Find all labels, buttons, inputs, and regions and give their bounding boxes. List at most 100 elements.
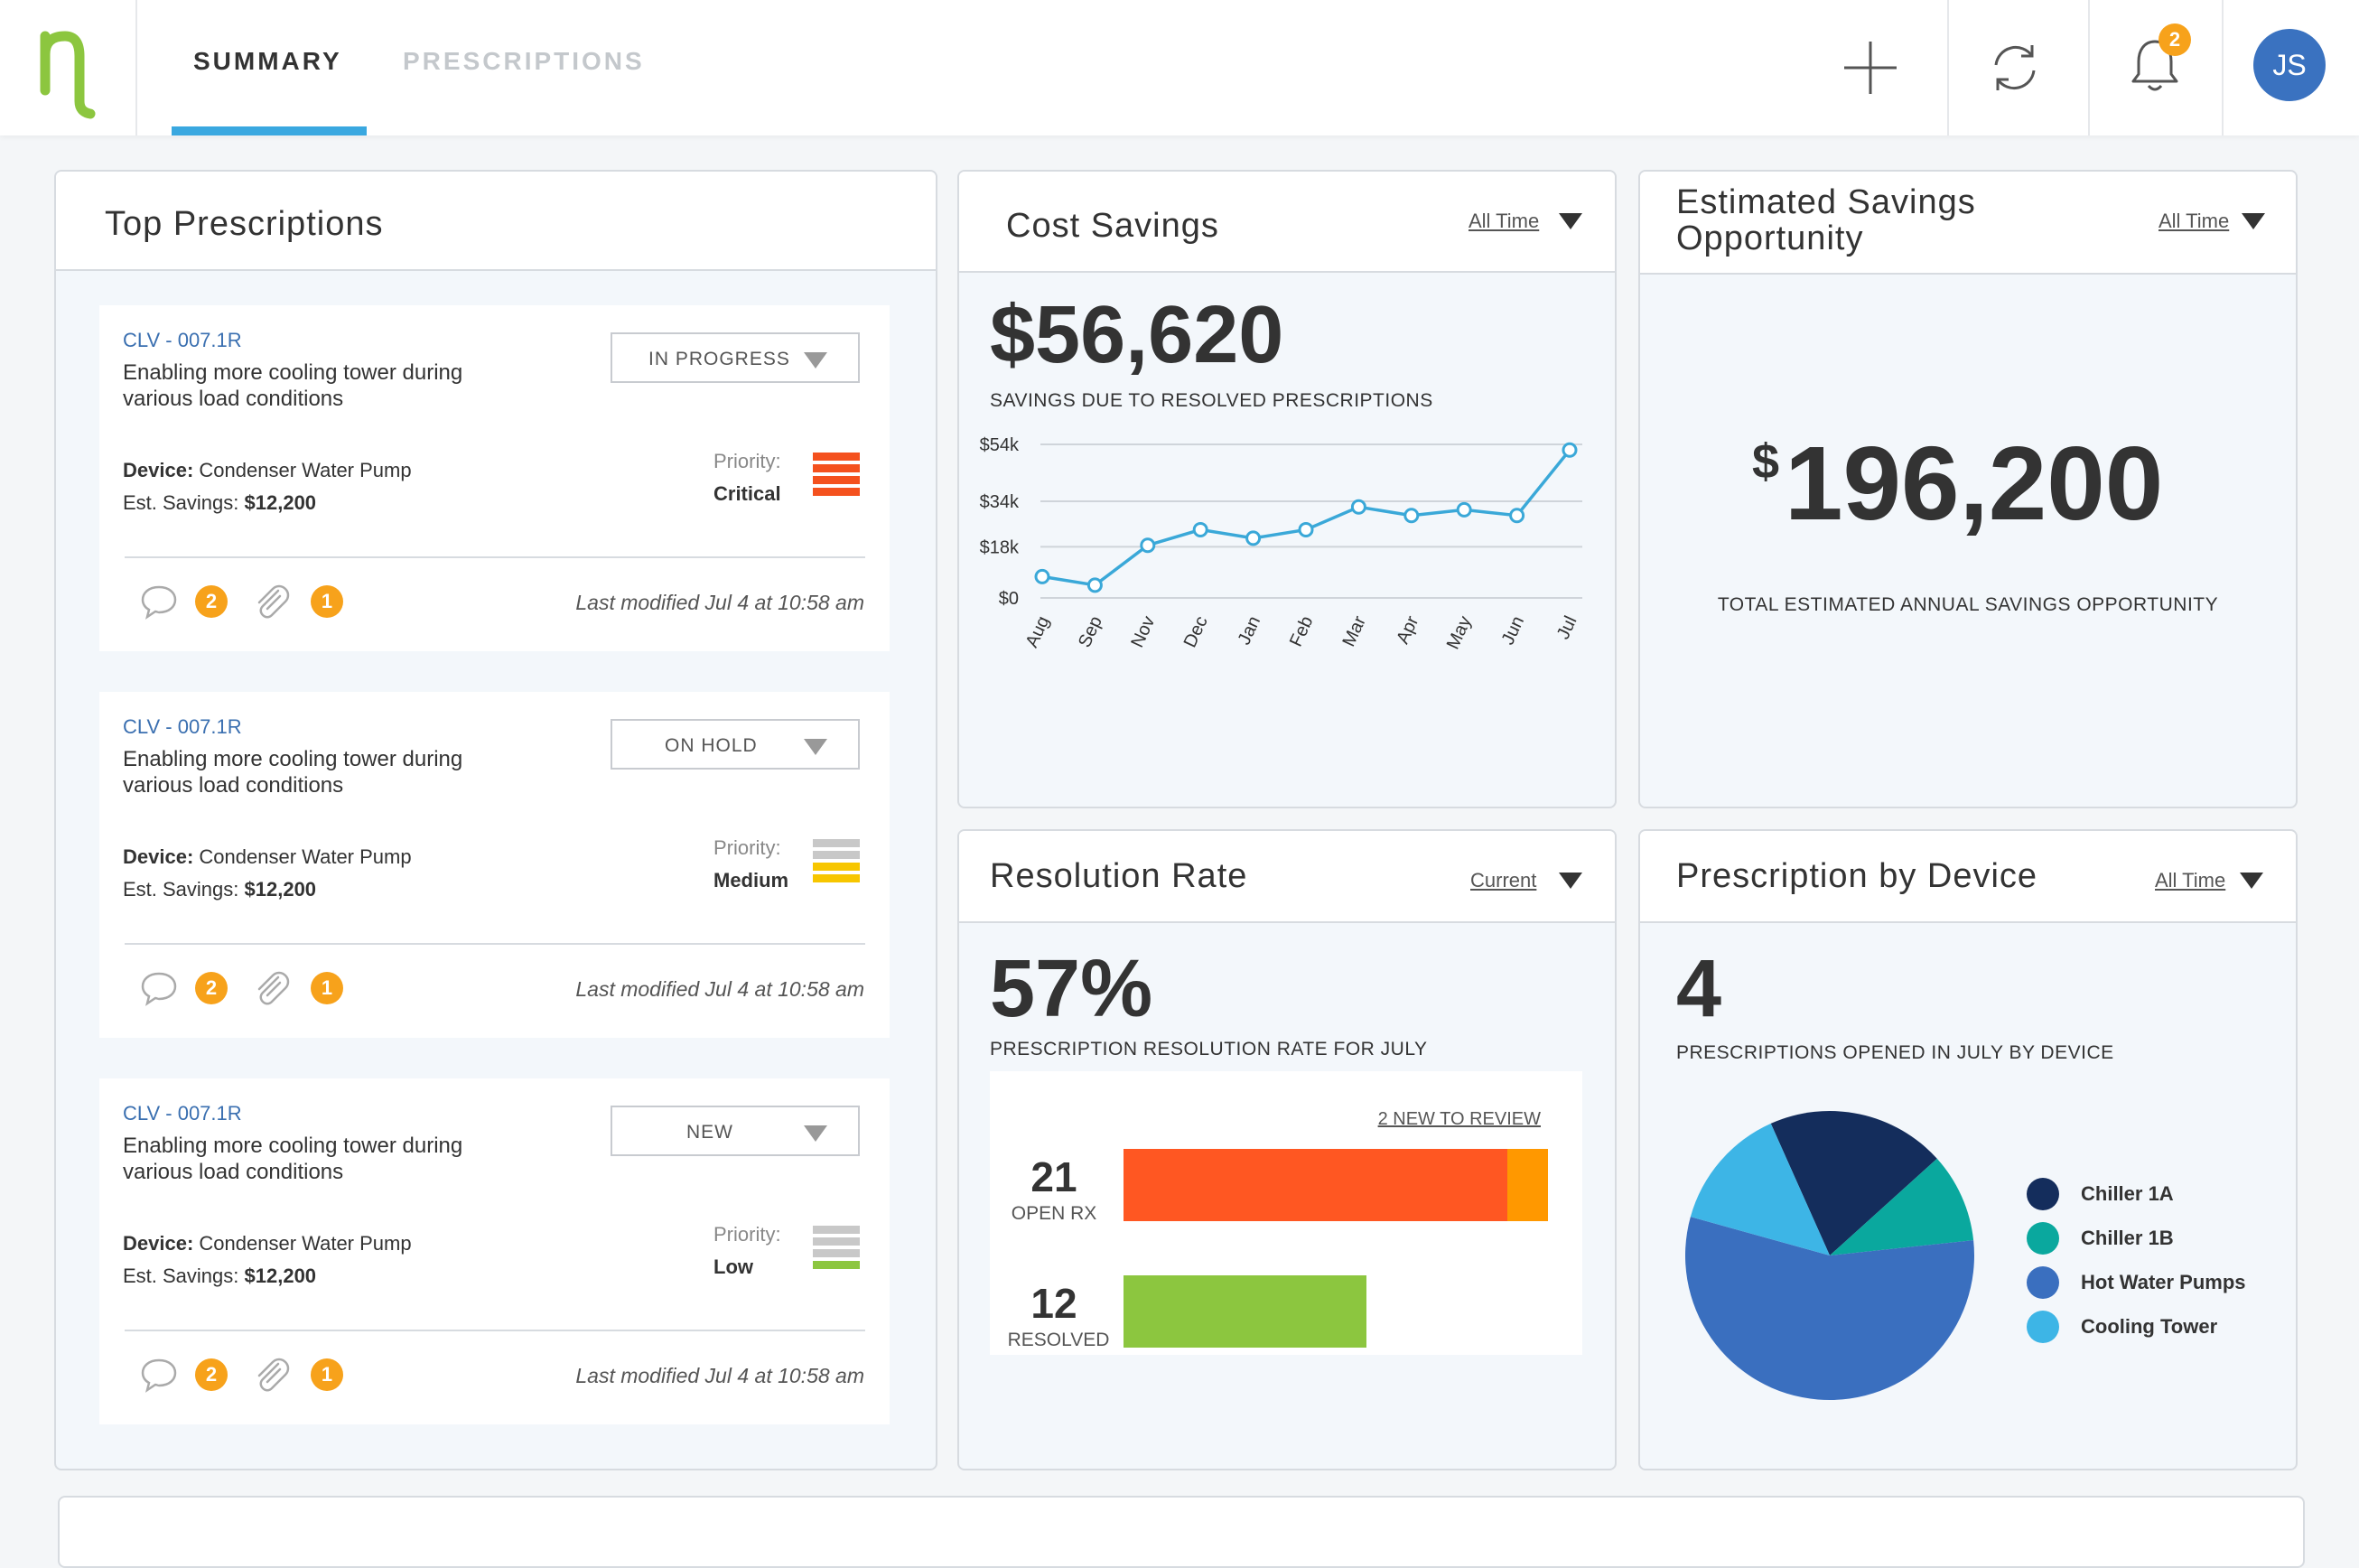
savings-series-line <box>1041 449 1571 587</box>
panel-title: Cost Savings <box>1006 207 1219 245</box>
tab-prescriptions[interactable]: PRESCRIPTIONS <box>403 47 645 75</box>
paperclip-icon[interactable] <box>251 968 291 1008</box>
cost-savings-caption: SAVINGS DUE TO RESOLVED PRESCRIPTIONS <box>990 390 1433 411</box>
header-separator <box>2088 0 2090 135</box>
time-filter-dropdown[interactable]: All Time <box>2159 210 2230 232</box>
status-value: IN PROGRESS <box>648 349 790 369</box>
attachment-count-badge: 1 <box>311 1358 343 1391</box>
cost-savings-panel: Cost Savings All Time $56,620 SAVINGS DU… <box>957 170 1617 808</box>
data-point <box>1298 521 1314 537</box>
paperclip-icon[interactable] <box>251 582 291 621</box>
chevron-down-icon[interactable] <box>1559 213 1582 229</box>
prescription-code[interactable]: CLV - 007.1R <box>123 715 242 738</box>
data-point <box>1245 530 1262 546</box>
legend-label: Chiller 1B <box>2081 1227 2174 1249</box>
y-tick-label: $18k <box>980 537 1020 557</box>
cost-savings-amount: $56,620 <box>990 290 1284 380</box>
y-tick-label: $54k <box>980 435 1020 455</box>
data-point <box>1086 577 1103 593</box>
device-label: Device: <box>123 845 194 868</box>
prescription-description: Enabling more cooling tower during vario… <box>123 360 463 411</box>
prescription-description: Enabling more cooling tower during vario… <box>123 747 463 798</box>
comment-icon[interactable] <box>139 583 179 620</box>
device-info: Device: Condenser Water Pump <box>123 459 412 482</box>
panel-header: Top Prescriptions <box>56 172 936 271</box>
refresh-icon[interactable] <box>1987 40 2043 96</box>
panel-header: Cost Savings All Time <box>959 172 1615 273</box>
data-point <box>1509 508 1525 524</box>
device-value: Condenser Water Pump <box>199 1232 412 1255</box>
device-label: Device: <box>123 459 194 481</box>
priority-indicator <box>813 453 860 499</box>
comment-count-badge: 2 <box>195 1358 228 1391</box>
legend-swatch <box>2027 1266 2059 1299</box>
new-to-review-link[interactable]: 2 NEW TO REVIEW <box>1377 1109 1541 1129</box>
prescription-card[interactable]: CLV - 007.1R Enabling more cooling tower… <box>99 1078 890 1424</box>
prescription-description: Enabling more cooling tower during vario… <box>123 1134 463 1184</box>
status-dropdown[interactable]: ON HOLD <box>611 719 860 770</box>
card-divider <box>125 1330 865 1331</box>
panel-header: Prescription by Device All Time <box>1640 831 2296 923</box>
top-header: SUMMARY PRESCRIPTIONS 2 JS <box>0 0 2359 135</box>
priority-label: Priority: <box>713 836 781 859</box>
panel-header: Estimated Savings Opportunity All Time <box>1640 172 2296 275</box>
status-value: ON HOLD <box>665 735 758 756</box>
legend-swatch <box>2027 1178 2059 1210</box>
device-count: 4 <box>1676 944 1722 1034</box>
x-tick-label: Feb <box>1286 613 1318 650</box>
legend-swatch <box>2027 1311 2059 1343</box>
open-rx-count: 21 <box>1030 1153 1077 1200</box>
savings-label: Est. Savings: <box>123 491 239 514</box>
prescription-code[interactable]: CLV - 007.1R <box>123 1102 242 1125</box>
time-filter-dropdown[interactable]: All Time <box>1469 210 1540 232</box>
comment-icon[interactable] <box>139 1357 179 1393</box>
bottom-panel <box>58 1496 2305 1568</box>
device-caption: PRESCRIPTIONS OPENED IN JULY BY DEVICE <box>1676 1042 2114 1063</box>
chevron-down-icon[interactable] <box>2242 213 2265 229</box>
savings-label: Est. Savings: <box>123 878 239 901</box>
priority-value: Medium <box>713 869 789 891</box>
logo-area[interactable] <box>0 0 137 135</box>
x-tick-label: Jan <box>1235 613 1265 649</box>
priority-indicator <box>813 839 860 886</box>
user-avatar[interactable]: JS <box>2253 29 2326 101</box>
pie-slice <box>1770 1111 1937 1255</box>
last-modified: Last modified Jul 4 at 10:58 am <box>575 591 864 614</box>
status-value: NEW <box>686 1122 733 1143</box>
x-tick-label: Jul <box>1553 613 1581 642</box>
data-point <box>1456 501 1472 518</box>
time-filter-dropdown[interactable]: Current <box>1470 869 1537 891</box>
estimated-savings-amount: 196,200 <box>1785 425 2164 542</box>
chevron-down-icon[interactable] <box>2240 873 2263 889</box>
chevron-down-icon <box>804 352 827 369</box>
legend-label: Hot Water Pumps <box>2081 1271 2246 1293</box>
chevron-down-icon[interactable] <box>1559 873 1582 889</box>
paperclip-icon[interactable] <box>251 1355 291 1395</box>
tab-summary[interactable]: SUMMARY <box>193 47 342 75</box>
resolved-label: RESOLVED <box>1007 1330 1110 1350</box>
plus-icon[interactable] <box>1842 40 1898 96</box>
open-rx-new-bar <box>1507 1149 1548 1221</box>
device-info: Device: Condenser Water Pump <box>123 1232 412 1255</box>
time-filter-dropdown[interactable]: All Time <box>2155 869 2226 891</box>
data-point <box>1403 508 1420 524</box>
logo-icon <box>40 31 96 119</box>
cost-savings-line-chart: $0 $18k $34k $54k Aug Sep Nov Dec Jan Feb Mar Apr Ma… <box>980 435 1582 652</box>
panel-title: Top Prescriptions <box>105 205 384 243</box>
prescription-card[interactable]: CLV - 007.1R Enabling more cooling tower… <box>99 692 890 1038</box>
prescription-code[interactable]: CLV - 007.1R <box>123 329 242 351</box>
data-point <box>1140 537 1156 554</box>
panel-title: Resolution Rate <box>990 857 1248 895</box>
comment-icon[interactable] <box>139 970 179 1006</box>
attachment-count-badge: 1 <box>311 585 343 618</box>
status-dropdown[interactable]: NEW <box>611 1106 860 1156</box>
prescription-card[interactable]: CLV - 007.1R Enabling more cooling tower… <box>99 305 890 651</box>
data-point <box>1192 521 1208 537</box>
savings-value: $12,200 <box>244 878 317 901</box>
status-dropdown[interactable]: IN PROGRESS <box>611 332 860 383</box>
pie-legend: Chiller 1A Chiller 1B Hot Water Pumps Cooli… <box>2027 1178 2280 1358</box>
notification-badge: 2 <box>2159 23 2191 56</box>
data-point <box>1562 442 1578 458</box>
prescription-by-device-panel: Prescription by Device All Time 4 PRESCR… <box>1638 829 2298 1470</box>
estimated-savings-caption: TOTAL ESTIMATED ANNUAL SAVINGS OPPORTUNI… <box>1717 594 2219 615</box>
